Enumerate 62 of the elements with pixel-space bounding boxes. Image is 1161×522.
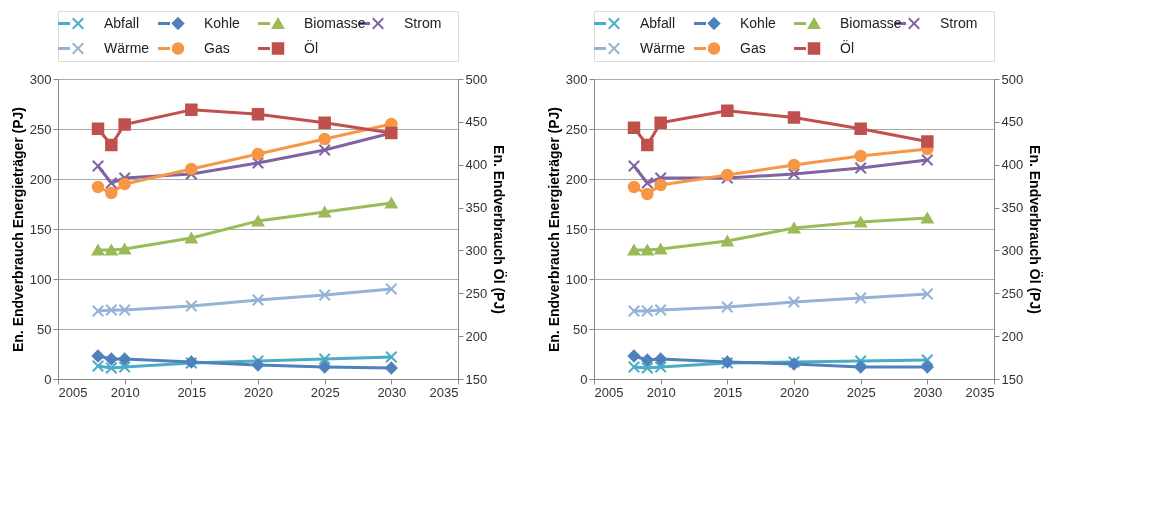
y-tick-label: 150 (29, 221, 52, 237)
legend-label: Kohle (204, 14, 241, 31)
legend-label: Abfall (104, 14, 140, 31)
y2-tick-label: 500 (465, 71, 488, 87)
legend-label: Wärme (104, 39, 150, 56)
y2-tick-label: 450 (1001, 114, 1024, 130)
y-tick-label: 0 (580, 371, 588, 387)
x-tick-label: 2020 (780, 384, 809, 400)
y2-tick-label: 250 (1001, 285, 1024, 301)
y-tick-label: 250 (29, 121, 52, 137)
y2-tick-label: 200 (1001, 328, 1024, 344)
y-tick-label: 0 (44, 371, 52, 387)
x-tick-label: 2035 (965, 384, 995, 400)
y-tick-label: 300 (565, 71, 588, 87)
x-tick-label: 2005 (58, 384, 88, 400)
x-tick-label: 2030 (377, 384, 407, 400)
legend-label: Öl (840, 38, 854, 56)
y-axis-title: En. Endverbrauch Energieträger (PJ) (545, 106, 562, 353)
legend-label: Strom (404, 14, 442, 31)
legend-label: Gas (740, 39, 766, 56)
y2-axis-title: En. Endverbrauch Öl (PJ) (1027, 145, 1044, 314)
y-tick-label: 50 (37, 321, 52, 337)
x-tick-label: 2010 (646, 384, 676, 400)
y2-tick-label: 400 (1001, 157, 1024, 173)
y-tick-label: 50 (573, 321, 588, 337)
y2-tick-label: 250 (465, 285, 488, 301)
legend-label: Kohle (740, 14, 777, 31)
y-tick-label: 100 (29, 271, 52, 287)
y-tick-label: 200 (29, 171, 52, 187)
legend-label: Biomasse (840, 14, 902, 31)
y2-axis-title: En. Endverbrauch Öl (PJ) (491, 145, 508, 314)
y-tick-label: 300 (29, 71, 52, 87)
y2-tick-label: 350 (1001, 200, 1024, 216)
y2-tick-label: 150 (1001, 371, 1024, 387)
y-tick-label: 250 (565, 121, 588, 137)
x-tick-label: 2015 (177, 384, 207, 400)
y2-tick-label: 300 (465, 242, 488, 258)
y-axis-title: En. Endverbrauch Energieträger (PJ) (9, 106, 26, 353)
y2-tick-label: 450 (465, 114, 488, 130)
legend-label: Abfall (640, 14, 676, 31)
y-tick-label: 150 (565, 221, 588, 237)
y2-tick-label: 500 (1001, 71, 1024, 87)
x-tick-label: 2025 (310, 384, 340, 400)
y-tick-label: 100 (565, 271, 588, 287)
y2-tick-label: 400 (465, 157, 488, 173)
x-tick-label: 2020 (244, 384, 273, 400)
x-tick-label: 2015 (713, 384, 743, 400)
legend-label: Wärme (640, 39, 686, 56)
y-tick-label: 200 (565, 171, 588, 187)
legend-label: Gas (204, 39, 230, 56)
legend-label: Biomasse (304, 14, 366, 31)
legend-label: Strom (940, 14, 978, 31)
y2-tick-label: 150 (465, 371, 488, 387)
x-tick-label: 2010 (110, 384, 140, 400)
x-tick-label: 2025 (846, 384, 876, 400)
x-tick-label: 2005 (594, 384, 624, 400)
x-tick-label: 2035 (429, 384, 459, 400)
y2-tick-label: 300 (1001, 242, 1024, 258)
y2-tick-label: 350 (465, 200, 488, 216)
y2-tick-label: 200 (465, 328, 488, 344)
x-tick-label: 2030 (913, 384, 943, 400)
legend-label: Öl (304, 38, 318, 56)
